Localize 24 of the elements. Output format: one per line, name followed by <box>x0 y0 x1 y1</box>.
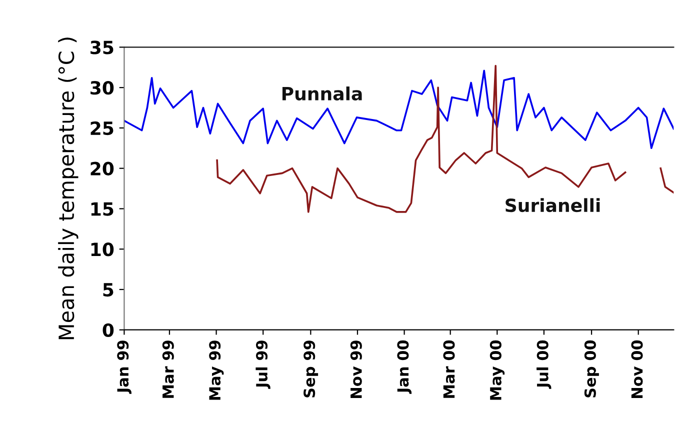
x-tick-label: Jan 00 <box>397 340 412 394</box>
x-tick-label: Sep 00 <box>584 340 599 398</box>
x-tick-label: Nov 00 <box>631 340 643 398</box>
x-tick-label: Jul 00 <box>536 340 552 389</box>
y-tick-label: 15 <box>91 202 114 216</box>
y-tick-label: 20 <box>90 162 114 176</box>
y-tick-label: 5 <box>103 283 114 297</box>
y-tick-label: 25 <box>90 121 114 136</box>
line-series <box>124 70 674 150</box>
y-tick-label: 10 <box>91 242 114 256</box>
series-label: Surianelli <box>506 198 600 212</box>
x-tick-label: Sep 99 <box>304 340 318 398</box>
x-tick-label: Mar 99 <box>162 340 174 398</box>
y-tick-label: 0 <box>102 323 114 337</box>
x-tick-label: Jul 99 <box>256 340 270 389</box>
x-tick-label: May 99 <box>209 340 224 400</box>
y-tick-label: 30 <box>90 81 114 95</box>
x-tick-label: May 00 <box>490 340 505 400</box>
x-tick-label: Nov 99 <box>350 340 362 398</box>
x-tick-label: Mar 00 <box>443 340 455 398</box>
series-label: Punnala <box>282 86 362 100</box>
y-axis-title: Mean daily temperature (°C ) <box>58 38 78 340</box>
x-tick-label: Jan 99 <box>117 340 132 394</box>
y-tick-label: 35 <box>90 40 114 54</box>
